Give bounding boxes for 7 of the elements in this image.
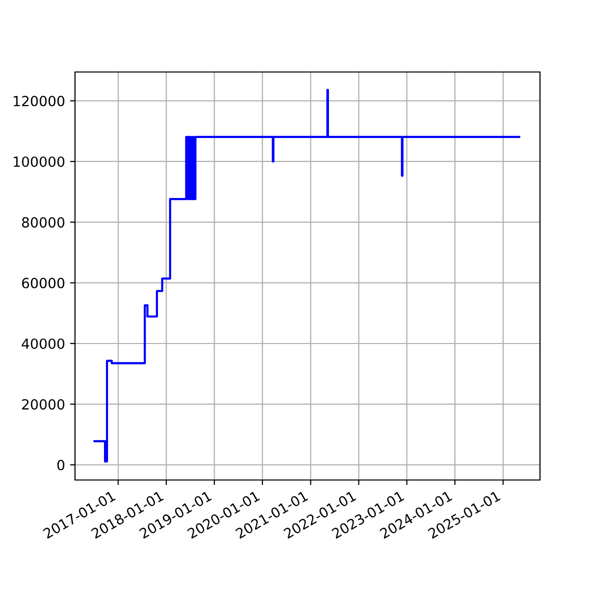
y-tick-label: 0: [57, 460, 64, 470]
y-tick-label: 100000: [14, 156, 64, 167]
y-tick-label: 120000: [14, 96, 64, 106]
y-tick-label: 60000: [22, 278, 64, 288]
y-tick-label: 40000: [22, 338, 64, 349]
y-tick-label: 80000: [22, 217, 64, 228]
y-tick-label: 20000: [22, 399, 64, 410]
